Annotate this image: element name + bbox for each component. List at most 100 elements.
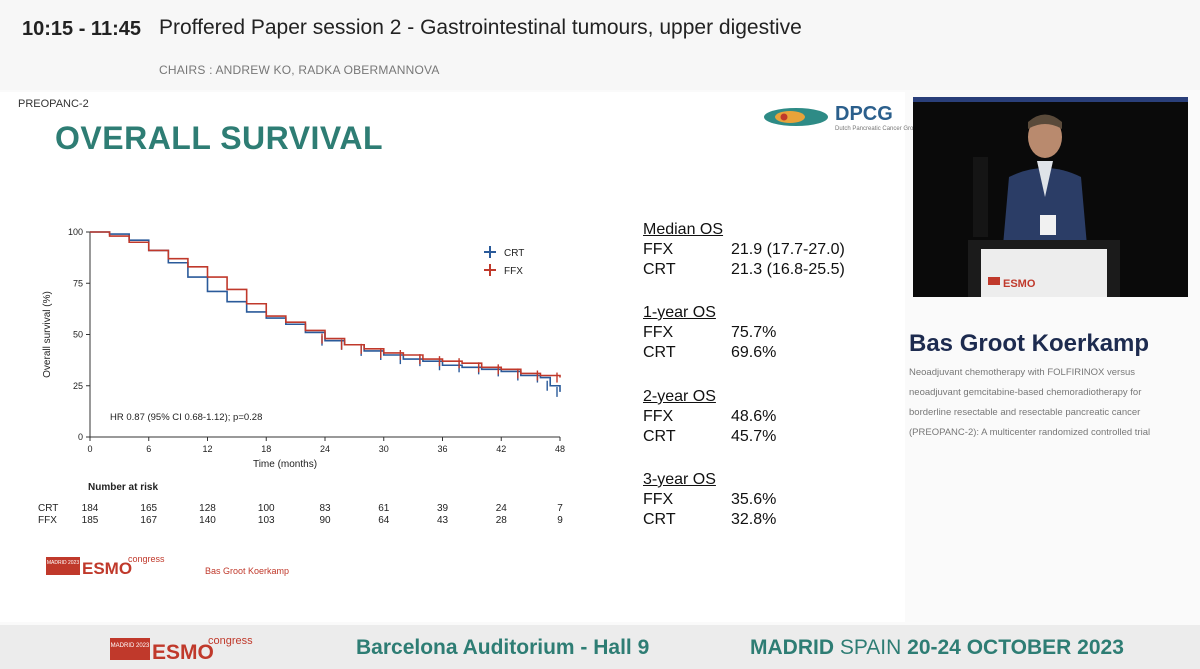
slide-study-label: PREOPANC-2 (18, 98, 89, 110)
os-arm: CRT (643, 511, 676, 528)
os-value: 21.9 (17.7-27.0) (731, 241, 845, 258)
risk-value: 39 (436, 503, 449, 514)
session-title: Proffered Paper session 2 - Gastrointest… (159, 16, 802, 39)
os-value: 75.7% (731, 324, 777, 341)
x-axis-label: Time (months) (253, 459, 317, 470)
os-arm: FFX (643, 491, 674, 508)
os-block-heading: 1-year OS (643, 304, 716, 321)
os-block: 3-year OS FFX 35.6% CRT 32.8% (643, 471, 776, 531)
dpcg-logo (764, 108, 828, 126)
risk-value: 24 (495, 503, 507, 514)
os-row: FFX 48.6% (643, 408, 776, 428)
os-row: CRT 21.3 (16.8-25.5) (643, 261, 845, 281)
x-tick-label: 12 (202, 444, 212, 454)
risk-row-label-ffx: FFX (38, 515, 57, 526)
esmo-footer-brand: ESMO (152, 641, 214, 664)
esmo-footer-city: MADRID 2023 (111, 643, 150, 649)
x-tick-label: 30 (379, 444, 389, 454)
kaplan-meier-chart: 0 25 50 75 100 0 6 12 18 24 30 36 42 48 Time (months) O… (42, 227, 565, 470)
os-block-heading: 3-year OS (643, 471, 716, 488)
os-row: FFX 21.9 (17.7-27.0) (643, 241, 845, 261)
risk-value: 103 (257, 515, 275, 526)
hall-name: Barcelona Auditorium - Hall 9 (356, 636, 650, 659)
x-tick-label: 0 (87, 444, 92, 454)
talk-description: Neoadjuvant chemotherapy with FOLFIRINOX… (909, 367, 1151, 438)
dpcg-logo-text: DPCG (835, 103, 893, 125)
legend-label-ffx: FFX (504, 266, 523, 277)
event-dates: 20-24 OCTOBER 2023 (907, 636, 1124, 659)
os-block: 2-year OS FFX 48.6% CRT 45.7% (643, 388, 776, 448)
y-tick-label: 50 (73, 330, 83, 340)
os-value: 69.6% (731, 344, 777, 361)
risk-value: 140 (199, 515, 216, 526)
event-country: SPAIN (839, 636, 902, 659)
y-tick-label: 100 (68, 227, 83, 237)
os-row: CRT 32.8% (643, 511, 776, 531)
esmo-slide-brand: ESMO (82, 559, 132, 577)
os-value: 21.3 (16.8-25.5) (731, 261, 845, 278)
x-tick-label: 42 (496, 444, 506, 454)
os-value: 32.8% (731, 511, 777, 528)
presentation-slide (0, 92, 905, 622)
event-city: MADRID (750, 636, 834, 659)
os-value: 48.6% (731, 408, 777, 425)
risk-value: 100 (257, 503, 275, 514)
os-arm: CRT (643, 344, 676, 361)
risk-value: 167 (140, 515, 158, 526)
footer-bar (0, 625, 1200, 669)
os-row: FFX 75.7% (643, 324, 776, 344)
speaker-figure (1002, 114, 1088, 257)
event-location-dates: MADRID SPAIN 20-24 OCTOBER 2023 (750, 636, 1124, 660)
esmo-congress-logo-slide: MADRID 2023 ESMO congress (46, 554, 165, 577)
session-chairs: CHAIRS : ANDREW KO, RADKA OBERMANNOVA (159, 63, 440, 77)
risk-value: 61 (378, 503, 390, 514)
risk-value: 83 (319, 503, 331, 514)
os-value: 35.6% (731, 491, 777, 508)
number-at-risk-table: Number at risk CRT 184 165 128 100 83 61 39 24 7 F… (30, 480, 590, 530)
risk-value: 128 (199, 503, 216, 514)
risk-value: 165 (140, 503, 158, 514)
risk-value: 64 (378, 515, 390, 526)
os-arm: FFX (643, 324, 674, 341)
hazard-ratio-annotation: HR 0.87 (95% CI 0.68-1.12); p=0.28 (110, 412, 262, 423)
speaker-video: ESMO (913, 97, 1188, 297)
os-block: 1-year OS FFX 75.7% CRT 69.6% (643, 304, 776, 364)
os-row: FFX 35.6% (643, 491, 776, 511)
slide-title: OVERALL SURVIVAL (55, 120, 384, 156)
os-arm: FFX (643, 408, 674, 425)
os-arm: CRT (643, 261, 676, 278)
x-tick-label: 36 (437, 444, 447, 454)
os-block-heading: 2-year OS (643, 388, 716, 405)
os-value: 45.7% (731, 428, 777, 445)
x-tick-label: 6 (146, 444, 151, 454)
os-row: CRT 45.7% (643, 428, 776, 448)
x-tick-label: 48 (555, 444, 565, 454)
x-tick-label: 24 (320, 444, 330, 454)
risk-value: 90 (319, 515, 331, 526)
os-block: Median OS FFX 21.9 (17.7-27.0) CRT 21.3 (16.… (643, 221, 845, 281)
risk-value: 28 (495, 515, 507, 526)
os-arm: CRT (643, 428, 676, 445)
risk-value: 185 (81, 515, 99, 526)
os-row: CRT 69.6% (643, 344, 776, 364)
speaker-name: Bas Groot Koerkamp (909, 330, 1150, 357)
risk-value: 184 (81, 503, 99, 514)
y-tick-label: 25 (73, 381, 83, 391)
y-tick-label: 0 (78, 432, 83, 442)
esmo-footer-word: congress (208, 635, 253, 647)
os-arm: FFX (643, 241, 674, 258)
slide-speaker-name: Bas Groot Koerkamp (205, 566, 290, 576)
risk-value: 7 (557, 503, 563, 514)
risk-value: 9 (557, 515, 563, 526)
session-header: 10:15 - 11:45 Proffered Paper session 2 … (0, 0, 1200, 90)
risk-row-label-crt: CRT (38, 503, 59, 514)
dpcg-logo-subtitle: Dutch Pancreatic Cancer Group (835, 126, 921, 132)
x-tick-label: 18 (261, 444, 271, 454)
os-block-heading: Median OS (643, 221, 724, 238)
number-at-risk-title: Number at risk (88, 482, 159, 493)
y-tick-label: 75 (73, 278, 83, 288)
esmo-slide-city: MADRID 2023 (47, 560, 79, 566)
esmo-congress-logo-footer: MADRID 2023 ESMO congress (110, 635, 253, 664)
legend-label-crt: CRT (504, 248, 524, 259)
y-axis-label: Overall survival (%) (42, 291, 53, 378)
